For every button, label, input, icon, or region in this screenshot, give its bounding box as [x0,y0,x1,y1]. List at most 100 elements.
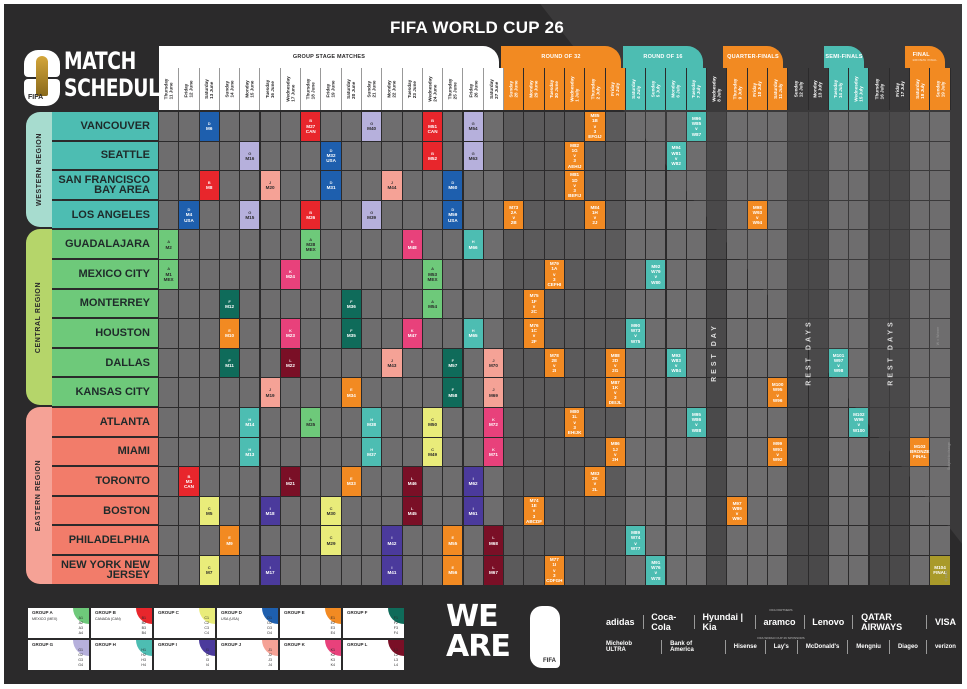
match-tile[interactable]: B M8 [199,171,219,200]
match-tile[interactable]: M90 W73 v W75 [625,319,646,348]
match-tile[interactable]: M102 W99 v W100 [849,408,869,437]
match-tile[interactable]: J M20 [260,171,280,200]
match-tile[interactable]: C M50 [422,408,443,437]
match-tile[interactable]: M93 W83 v W84 [666,348,686,378]
match-tile[interactable]: K M24 [280,260,301,289]
match-tile[interactable]: E M34 [341,378,361,407]
match-tile[interactable]: F M35 [341,319,361,348]
match-tile[interactable]: D M4 USA [179,200,199,230]
match-tile[interactable]: A M54 [422,289,443,319]
match-tile[interactable]: M97 W89 v W90 [727,496,747,526]
match-tile[interactable]: D M60 [443,171,463,200]
match-tile[interactable]: H M13 [240,437,260,467]
match-tile[interactable]: E M56 [443,556,463,585]
match-tile[interactable]: M87 1K v 3 DEIJL [605,378,625,407]
match-tile[interactable]: B M26 [301,200,321,230]
match-tile[interactable]: B M51 CAN [422,112,443,141]
match-tile[interactable]: M99 W91 v W92 [768,437,788,467]
match-tile[interactable]: M78 2E v 2I [544,348,564,378]
match-tile[interactable]: M86 1J v 2H [605,437,625,467]
match-tile[interactable]: M77 1I v 3 CDFGH [544,556,564,585]
match-tile[interactable]: L M68 [483,526,504,555]
match-tile[interactable]: L M21 [280,467,301,496]
match-tile[interactable]: M76 1C v 2F [524,319,544,348]
match-tile[interactable]: H M37 [362,437,382,467]
match-tile[interactable]: M84 1H v 2J [585,200,605,230]
match-tile[interactable]: K M23 [280,319,301,348]
match-tile[interactable]: F M11 [219,348,240,378]
match-tile[interactable]: M101 W97 v W98 [828,348,849,378]
match-tile[interactable]: B M3 CAN [179,467,199,496]
match-tile[interactable]: M80 1L v 3 EHIJK [565,408,585,437]
match-tile[interactable]: J M70 [483,348,504,378]
match-tile[interactable]: K M47 [402,319,422,348]
match-tile[interactable]: M81 1D v 3 BEFIJ [565,171,585,200]
match-tile[interactable]: M85 1B v 3 EFGIJ [585,112,605,141]
match-tile[interactable]: M79 1A v 3 CEFHI [544,260,564,289]
match-tile[interactable]: J M69 [483,378,504,407]
match-tile[interactable]: J M43 [382,348,402,378]
match-tile[interactable]: F M58 [443,378,463,407]
match-tile[interactable]: F M57 [443,348,463,378]
match-tile[interactable]: M98 W93 v W94 [747,200,767,230]
match-tile[interactable]: M92 W79 v W80 [646,260,666,289]
match-tile[interactable]: A M2 [159,230,179,259]
match-tile[interactable]: J M19 [260,378,280,407]
match-tile[interactable]: C M30 [321,496,341,526]
match-tile[interactable]: J M44 [382,171,402,200]
match-tile[interactable]: G M39 [362,200,382,230]
match-tile[interactable]: E M9 [219,526,240,555]
match-tile[interactable]: C M5 [199,496,219,526]
match-tile[interactable]: K M48 [402,230,422,259]
match-tile[interactable]: H M14 [240,408,260,437]
match-tile[interactable]: B M27 CAN [301,112,321,141]
match-tile[interactable]: A M1 MEX [159,260,179,289]
match-tile[interactable]: M103 BRONZE FINAL [910,437,929,467]
match-tile[interactable]: A M28 MEX [301,230,321,259]
match-tile[interactable]: L M45 [402,496,422,526]
match-tile[interactable]: B M52 [422,141,443,171]
match-tile[interactable]: F M12 [219,289,240,319]
match-tile[interactable]: I M62 [463,467,483,496]
match-tile[interactable]: D M32 USA [321,141,341,171]
match-tile[interactable]: L M46 [402,467,422,496]
match-tile[interactable]: L M67 [483,556,504,585]
match-tile[interactable]: D M6 [199,112,219,141]
match-tile[interactable]: M75 1F v 2C [524,289,544,319]
match-tile[interactable]: H M66 [463,230,483,259]
match-tile[interactable]: M88 2D v 2G [605,348,625,378]
match-tile[interactable]: G M15 [240,200,260,230]
match-tile[interactable]: M74 1E v 3 ABCDF [524,496,544,526]
match-tile[interactable]: M89 W74 v W77 [625,526,646,555]
match-tile[interactable]: H M38 [362,408,382,437]
match-tile[interactable]: E M10 [219,319,240,348]
match-tile[interactable]: M91 W76 v W78 [646,556,666,585]
match-tile[interactable]: K M71 [483,437,504,467]
match-tile[interactable]: C M7 [199,556,219,585]
match-tile[interactable]: M95 W86 v W88 [686,408,707,437]
match-tile[interactable]: H M65 [463,319,483,348]
match-tile[interactable]: G M54 [463,112,483,141]
match-tile[interactable]: E M55 [443,526,463,555]
match-tile[interactable]: M104 FINAL [930,556,950,585]
match-tile[interactable]: L M22 [280,348,301,378]
match-tile[interactable]: M94 W81 v W82 [666,141,686,171]
match-tile[interactable]: M73 2A v 2B [504,200,524,230]
match-tile[interactable]: I M42 [382,526,402,555]
match-tile[interactable]: M96 W85 v W87 [686,112,707,141]
match-tile[interactable]: K M72 [483,408,504,437]
match-tile[interactable]: M82 1G v 3 AEHIJ [565,141,585,171]
match-tile[interactable]: I M41 [382,556,402,585]
match-tile[interactable]: E M33 [341,467,361,496]
match-tile[interactable]: I M18 [260,496,280,526]
match-tile[interactable]: I M17 [260,556,280,585]
match-tile[interactable]: D M59 USA [443,200,463,230]
match-tile[interactable]: G M40 [362,112,382,141]
match-tile[interactable]: A M53 MEX [422,260,443,289]
match-tile[interactable]: G M63 [463,141,483,171]
match-tile[interactable]: G M16 [240,141,260,171]
match-tile[interactable]: C M29 [321,526,341,555]
match-tile[interactable]: I M61 [463,496,483,526]
match-tile[interactable]: D M31 [321,171,341,200]
match-tile[interactable]: M100 W95 v W96 [768,378,788,407]
